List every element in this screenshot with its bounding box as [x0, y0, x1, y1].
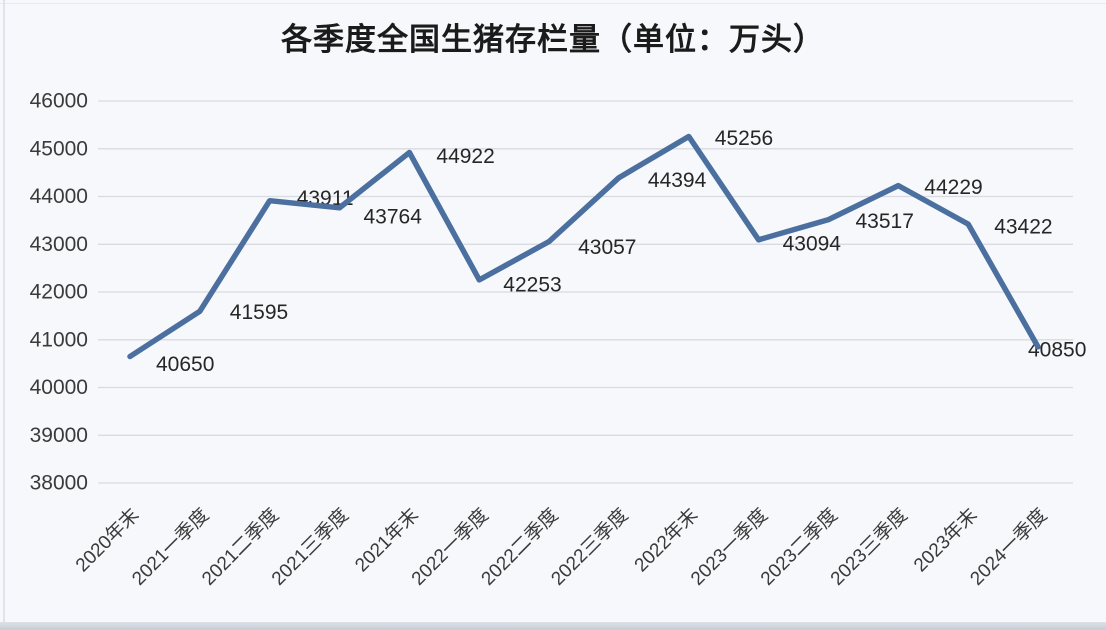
x-axis-label: 2021年末 — [351, 504, 423, 576]
y-axis-tick-label: 40000 — [30, 376, 88, 399]
data-point-label: 43422 — [994, 216, 1052, 239]
left-edge-divider — [3, 0, 5, 630]
y-axis-tick-label: 45000 — [30, 137, 88, 160]
data-point-label: 40850 — [1028, 338, 1086, 361]
chart-title: 各季度全国生猪存栏量（单位：万头） — [281, 22, 825, 57]
x-axis-label: 2023年末 — [909, 504, 981, 576]
y-axis-tick-label: 44000 — [30, 185, 88, 208]
data-point-label: 44394 — [648, 169, 707, 192]
data-point-label: 40650 — [156, 353, 214, 376]
series-line-pig-inventory — [127, 133, 1041, 360]
data-point-label: 43764 — [364, 205, 423, 228]
data-point-label: 44229 — [924, 176, 982, 199]
data-point-label: 41595 — [230, 301, 288, 324]
y-axis-tick-label: 41000 — [30, 328, 88, 351]
data-point-label: 44922 — [436, 145, 494, 168]
y-axis-tick-label: 38000 — [30, 472, 88, 495]
data-point-label: 45256 — [715, 127, 773, 150]
top-edge-divider — [0, 3, 1106, 4]
data-point-label: 42253 — [503, 273, 561, 296]
bottom-border-strip — [0, 622, 1106, 630]
y-axis-tick-label: 46000 — [30, 90, 88, 113]
data-point-label: 43517 — [856, 210, 914, 233]
x-axis-label: 2020年末 — [71, 504, 143, 576]
data-point-label: 43094 — [783, 232, 842, 255]
x-axis-label: 2022年末 — [630, 504, 702, 576]
y-axis-tick-label: 42000 — [30, 281, 88, 304]
y-axis-tick-label: 43000 — [30, 233, 88, 256]
data-point-label: 43057 — [578, 236, 636, 259]
y-axis-tick-label: 39000 — [30, 424, 88, 447]
